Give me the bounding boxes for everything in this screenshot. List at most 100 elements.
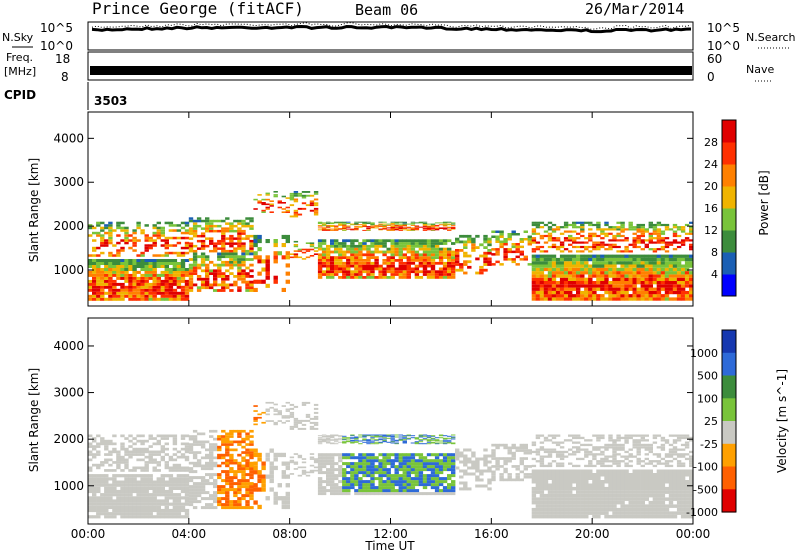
data-cell [426, 453, 432, 457]
data-cell [422, 264, 428, 268]
data-cell [664, 243, 670, 246]
data-cell [285, 420, 290, 422]
data-cell [249, 249, 254, 253]
data-cell [402, 276, 407, 279]
data-cell [442, 486, 448, 490]
data-cell [668, 277, 674, 281]
data-cell [652, 264, 658, 268]
data-cell [140, 447, 145, 451]
data-cell [563, 486, 569, 491]
data-cell [196, 482, 202, 486]
data-cell [600, 507, 605, 512]
data-cell [608, 443, 613, 447]
data-cell [394, 250, 399, 254]
data-cell [644, 284, 649, 288]
data-cell [555, 281, 561, 285]
data-cell [430, 465, 436, 469]
data-cell [406, 273, 411, 276]
data-cell [572, 497, 577, 501]
data-cell [487, 240, 492, 244]
data-cell [221, 232, 226, 235]
data-cell [326, 468, 331, 472]
data-cell [140, 254, 145, 257]
data-cell [358, 276, 363, 279]
data-cell [600, 257, 605, 262]
data-cell [313, 423, 319, 426]
data-cell [132, 291, 137, 295]
data-cell [451, 442, 456, 444]
data-cell [531, 514, 537, 519]
data-cell [414, 270, 420, 274]
data-cell [225, 506, 230, 510]
data-cell [624, 267, 629, 272]
data-cell [592, 234, 597, 238]
data-cell [354, 264, 359, 268]
data-cell [616, 462, 621, 465]
data-cell [326, 436, 331, 438]
colorbar-tick-label: 16 [704, 202, 718, 215]
data-cell [656, 221, 662, 224]
data-cell [362, 267, 367, 271]
data-cell [636, 281, 641, 285]
data-cell [209, 459, 214, 462]
data-cell [346, 244, 351, 248]
data-cell [600, 254, 605, 258]
data-cell [620, 294, 625, 298]
data-cell [176, 297, 182, 301]
data-cell [608, 483, 613, 487]
data-cell [342, 489, 347, 493]
data-cell [523, 451, 528, 455]
data-cell [467, 260, 472, 264]
data-cell [596, 486, 601, 491]
data-cell [285, 461, 290, 466]
freq-tick-top: 18 [55, 52, 70, 66]
data-cell [442, 443, 448, 445]
data-cell [366, 483, 371, 487]
data-cell [144, 469, 149, 472]
data-cell [370, 224, 375, 226]
data-cell [451, 480, 456, 484]
data-cell [563, 473, 569, 477]
data-cell [624, 483, 629, 487]
data-cell [547, 287, 553, 291]
data-cell [543, 267, 549, 272]
data-cell [620, 261, 625, 265]
data-cell [192, 255, 198, 259]
data-cell [358, 244, 363, 248]
data-cell [192, 488, 198, 492]
data-cell [612, 226, 617, 229]
data-cell [390, 228, 395, 229]
data-cell [144, 508, 149, 513]
data-cell [225, 277, 230, 281]
data-cell [547, 455, 553, 458]
data-cell [672, 271, 678, 275]
data-cell [386, 492, 391, 496]
data-cell [386, 223, 391, 225]
data-cell [164, 268, 169, 271]
data-cell [317, 256, 323, 259]
data-cell [640, 254, 645, 258]
data-cell [636, 500, 641, 505]
data-cell [422, 247, 428, 251]
data-cell [672, 274, 678, 278]
data-cell [354, 267, 359, 271]
data-cell [620, 490, 625, 494]
data-cell [245, 443, 250, 446]
data-cell [354, 437, 359, 439]
data-cell [285, 209, 290, 212]
data-cell [559, 264, 565, 268]
data-cell [600, 287, 605, 291]
data-cell [366, 441, 371, 443]
data-cell [620, 443, 625, 447]
data-cell [338, 459, 343, 463]
data-cell [237, 467, 242, 471]
data-cell [104, 447, 109, 451]
data-cell [289, 198, 295, 201]
data-cell [596, 469, 601, 473]
data-cell [305, 194, 311, 197]
data-cell [551, 460, 557, 463]
data-cell [313, 207, 319, 210]
data-cell [572, 241, 577, 244]
data-cell [233, 260, 238, 264]
data-cell [414, 250, 420, 254]
